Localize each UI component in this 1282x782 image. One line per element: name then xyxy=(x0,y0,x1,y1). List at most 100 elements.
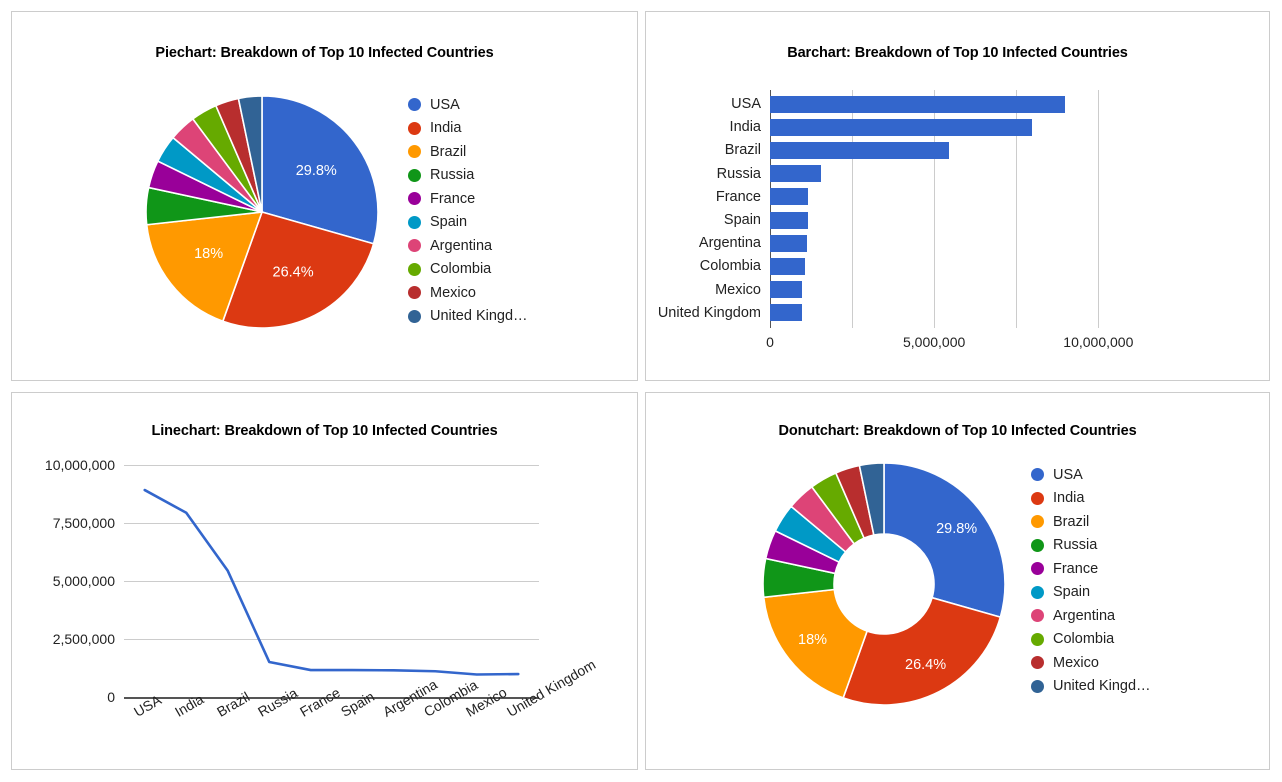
legend-item[interactable]: Spain xyxy=(1031,581,1151,605)
legend-item[interactable]: France xyxy=(1031,557,1151,581)
bar-chart-row[interactable]: USA xyxy=(650,93,1066,115)
bar-chart-row[interactable]: Brazil xyxy=(650,139,949,161)
legend-item-label: United Kingd… xyxy=(430,308,528,325)
pie-slice[interactable] xyxy=(221,211,375,329)
legend-item[interactable]: Spain xyxy=(408,211,528,235)
legend-swatch-icon xyxy=(408,262,421,276)
legend-item[interactable]: USA xyxy=(408,93,528,117)
legend-swatch-icon xyxy=(408,98,421,112)
pie-slice[interactable] xyxy=(883,462,1006,619)
bar-chart-row[interactable]: India xyxy=(650,116,1032,138)
bar-value-rect[interactable] xyxy=(770,165,821,183)
legend-item[interactable]: Colombia xyxy=(408,258,528,282)
pie-slice-value-label: 26.4% xyxy=(905,657,946,673)
line-chart-panel[interactable]: Linechart: Breakdown of Top 10 Infected … xyxy=(11,392,638,770)
legend-item[interactable]: Colombia xyxy=(1031,628,1151,652)
legend-item[interactable]: Argentina xyxy=(1031,604,1151,628)
bar-value-rect[interactable] xyxy=(770,234,808,252)
bar-value-rect[interactable] xyxy=(770,211,809,229)
legend-swatch-icon xyxy=(1031,562,1044,576)
bar-category-label: India xyxy=(729,119,761,136)
legend-item[interactable]: Russia xyxy=(408,164,528,188)
donut-chart-graphic[interactable]: 29.8% 26.4% 18% xyxy=(759,459,1009,709)
donut-chart-legend[interactable]: USA India Brazil Russia France Spain Argentina… xyxy=(1031,463,1151,698)
legend-swatch-icon xyxy=(1031,656,1044,670)
bar-chart-row[interactable]: Russia xyxy=(650,163,821,185)
legend-item-label: India xyxy=(430,120,462,137)
pie-slice-value-label: 18% xyxy=(798,632,827,648)
bar-value-rect[interactable] xyxy=(770,188,809,206)
legend-swatch-icon xyxy=(408,168,421,182)
bar-chart-row[interactable]: Spain xyxy=(650,209,809,231)
line-chart-plot[interactable]: 0 2,500,000 5,000,000 7,500,000 10,000,000 US… xyxy=(16,453,631,763)
bar-chart-row[interactable]: Argentina xyxy=(650,232,808,254)
bar-chart-gridline xyxy=(1016,90,1018,328)
legend-item[interactable]: France xyxy=(408,187,528,211)
legend-item[interactable]: India xyxy=(1031,487,1151,511)
pie-slice[interactable] xyxy=(237,95,263,213)
bar-value-rect[interactable] xyxy=(770,141,949,159)
line-chart-series-svg xyxy=(143,488,520,676)
pie-slice[interactable] xyxy=(842,596,1002,706)
bar-chart-gridline xyxy=(934,90,936,328)
bar-chart-panel[interactable]: Barchart: Breakdown of Top 10 Infected C… xyxy=(645,11,1270,381)
pie-svg: 29.8% 26.4% 18% xyxy=(145,95,379,329)
bar-value-rect[interactable] xyxy=(770,118,1032,136)
legend-swatch-icon xyxy=(408,121,421,135)
legend-swatch-icon xyxy=(1031,538,1044,552)
legend-swatch-icon xyxy=(408,286,421,300)
pie-chart-legend[interactable]: USA India Brazil Russia France Spain Argentina… xyxy=(408,93,528,328)
legend-item-label: USA xyxy=(1053,466,1083,483)
pie-slice[interactable] xyxy=(762,588,869,699)
legend-item[interactable]: United Kingd… xyxy=(1031,675,1151,699)
line-chart-gridline xyxy=(124,465,539,466)
bar-value-rect[interactable] xyxy=(770,95,1066,113)
legend-item[interactable]: Brazil xyxy=(1031,510,1151,534)
legend-item[interactable]: USA xyxy=(1031,463,1151,487)
legend-swatch-icon xyxy=(1031,515,1044,529)
line-series-path[interactable] xyxy=(143,488,520,676)
pie-slice[interactable] xyxy=(145,211,264,323)
bar-chart-row[interactable]: Colombia xyxy=(650,255,806,277)
line-chart-axis-line xyxy=(124,697,539,699)
legend-item[interactable]: Brazil xyxy=(408,140,528,164)
legend-swatch-icon xyxy=(1031,679,1044,693)
pie-chart-graphic[interactable]: 29.8% 26.4% 18% xyxy=(138,88,386,336)
line-y-tick-label: 10,000,000 xyxy=(44,457,115,473)
legend-item[interactable]: Mexico xyxy=(408,281,528,305)
legend-item-label: Argentina xyxy=(430,237,493,254)
legend-item[interactable]: Mexico xyxy=(1031,651,1151,675)
pie-slice[interactable] xyxy=(261,95,379,245)
legend-swatch-icon xyxy=(408,145,421,159)
bar-chart-axis-line xyxy=(770,90,771,328)
pie-slice[interactable] xyxy=(858,462,885,536)
legend-swatch-icon xyxy=(1031,468,1044,482)
pie-slice-value-label: 18% xyxy=(194,246,223,262)
legend-item-label: United Kingd… xyxy=(1053,678,1151,695)
bar-chart-gridline xyxy=(852,90,854,328)
line-y-tick-label: 0 xyxy=(107,689,115,705)
legend-item-label: France xyxy=(430,190,476,207)
legend-item-label: USA xyxy=(430,96,460,113)
legend-item[interactable]: India xyxy=(408,117,528,141)
legend-item-label: India xyxy=(1053,490,1085,507)
legend-item-label: Russia xyxy=(430,167,475,184)
bar-value-rect[interactable] xyxy=(770,304,803,322)
bar-chart-row[interactable]: United Kingdom xyxy=(650,302,803,324)
legend-item-label: Colombia xyxy=(430,261,492,278)
legend-item-label: Brazil xyxy=(1053,513,1090,530)
bar-chart-row[interactable]: Mexico xyxy=(650,279,803,301)
donut-chart-panel[interactable]: Donutchart: Breakdown of Top 10 Infected… xyxy=(645,392,1270,770)
bar-value-rect[interactable] xyxy=(770,257,806,275)
line-chart-gridline xyxy=(124,639,539,640)
pie-slice-value-label: 29.8% xyxy=(296,163,337,179)
bar-value-rect[interactable] xyxy=(770,281,803,299)
bar-category-label: Russia xyxy=(716,165,761,182)
pie-chart-panel[interactable]: Piechart: Breakdown of Top 10 Infected C… xyxy=(11,11,638,381)
bar-chart-plot[interactable]: USA India Brazil Russia France Spain Argentina… xyxy=(650,86,1265,351)
bar-chart-row[interactable]: France xyxy=(650,186,809,208)
legend-item[interactable]: Russia xyxy=(1031,534,1151,558)
legend-item[interactable]: Argentina xyxy=(408,234,528,258)
bar-category-label: Argentina xyxy=(698,235,761,252)
legend-item[interactable]: United Kingd… xyxy=(408,305,528,329)
